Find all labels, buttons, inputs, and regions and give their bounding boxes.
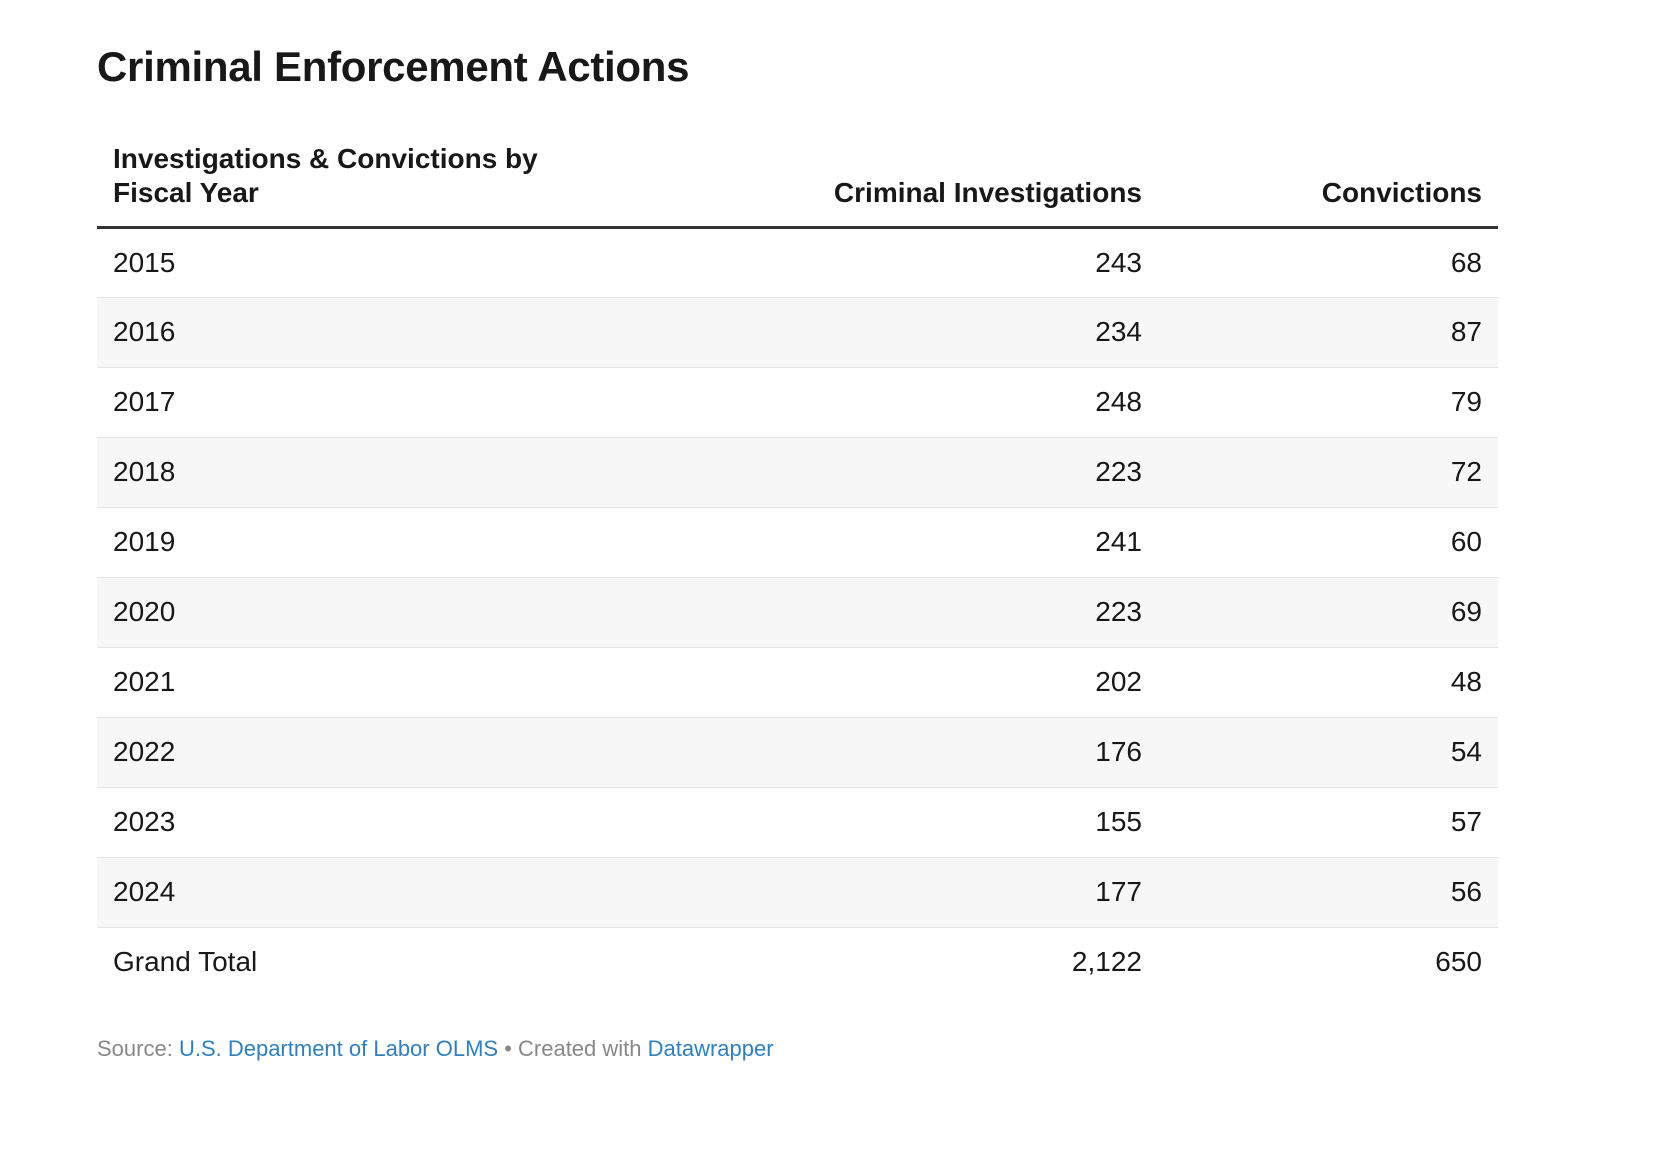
cell-convictions: 48: [1158, 647, 1498, 718]
cell-convictions: 60: [1158, 507, 1498, 578]
cell-convictions: 54: [1158, 717, 1498, 788]
data-table: Investigations & Convictions by Fiscal Y…: [97, 141, 1498, 997]
table-row: 2024 177 56: [97, 857, 1498, 928]
cell-convictions: 69: [1158, 577, 1498, 648]
created-with-label: • Created with: [498, 1036, 648, 1061]
table-row: 2022 176 54: [97, 717, 1498, 788]
column-header-fiscal-year[interactable]: Investigations & Convictions by Fiscal Y…: [97, 141, 797, 229]
cell-convictions: 72: [1158, 437, 1498, 508]
cell-criminal-investigations: 248: [797, 367, 1158, 438]
table-row: 2016 234 87: [97, 297, 1498, 368]
table-header: Investigations & Convictions by Fiscal Y…: [97, 141, 1498, 229]
table-row: 2015 243 68: [97, 227, 1498, 298]
cell-fiscal-year: 2021: [97, 647, 797, 718]
cell-fiscal-year: 2020: [97, 577, 797, 648]
cell-criminal-investigations: 241: [797, 507, 1158, 578]
cell-fiscal-year: 2019: [97, 507, 797, 578]
table-row: 2020 223 69: [97, 577, 1498, 648]
table-row: 2019 241 60: [97, 507, 1498, 578]
chart-footer: Source: U.S. Department of Labor OLMS • …: [97, 1035, 774, 1063]
table-row: 2018 223 72: [97, 437, 1498, 508]
cell-fiscal-year: 2024: [97, 857, 797, 928]
cell-convictions: 56: [1158, 857, 1498, 928]
cell-criminal-investigations: 155: [797, 787, 1158, 858]
source-label: Source:: [97, 1036, 179, 1061]
cell-fiscal-year: 2022: [97, 717, 797, 788]
datawrapper-link[interactable]: Datawrapper: [647, 1036, 774, 1061]
table-row: 2023 155 57: [97, 787, 1498, 858]
table-row: 2021 202 48: [97, 647, 1498, 718]
cell-fiscal-year: Grand Total: [97, 927, 797, 997]
cell-criminal-investigations: 176: [797, 717, 1158, 788]
cell-convictions: 79: [1158, 367, 1498, 438]
cell-fiscal-year: 2015: [97, 227, 797, 298]
cell-criminal-investigations: 223: [797, 437, 1158, 508]
cell-criminal-investigations: 202: [797, 647, 1158, 718]
cell-criminal-investigations: 234: [797, 297, 1158, 368]
table-row-grand-total: Grand Total 2,122 650: [97, 927, 1498, 997]
cell-convictions: 68: [1158, 227, 1498, 298]
column-header-criminal-investigations[interactable]: Criminal Investigations: [797, 141, 1158, 229]
cell-fiscal-year: 2018: [97, 437, 797, 508]
cell-convictions: 57: [1158, 787, 1498, 858]
cell-criminal-investigations: 223: [797, 577, 1158, 648]
source-link[interactable]: U.S. Department of Labor OLMS: [178, 1036, 499, 1061]
cell-fiscal-year: 2023: [97, 787, 797, 858]
cell-criminal-investigations: 2,122: [797, 927, 1158, 997]
table-row: 2017 248 79: [97, 367, 1498, 438]
table-body: 2015 243 68 2016 234 87 2017 248 79 2018 223 72 2019…: [97, 227, 1498, 997]
cell-convictions: 650: [1158, 927, 1498, 997]
chart-title: Criminal Enforcement Actions: [97, 43, 690, 90]
cell-fiscal-year: 2017: [97, 367, 797, 438]
header-row: Investigations & Convictions by Fiscal Y…: [97, 141, 1498, 229]
cell-criminal-investigations: 177: [797, 857, 1158, 928]
cell-fiscal-year: 2016: [97, 297, 797, 368]
cell-criminal-investigations: 243: [797, 227, 1158, 298]
cell-convictions: 87: [1158, 297, 1498, 368]
column-header-convictions[interactable]: Convictions: [1158, 141, 1498, 229]
